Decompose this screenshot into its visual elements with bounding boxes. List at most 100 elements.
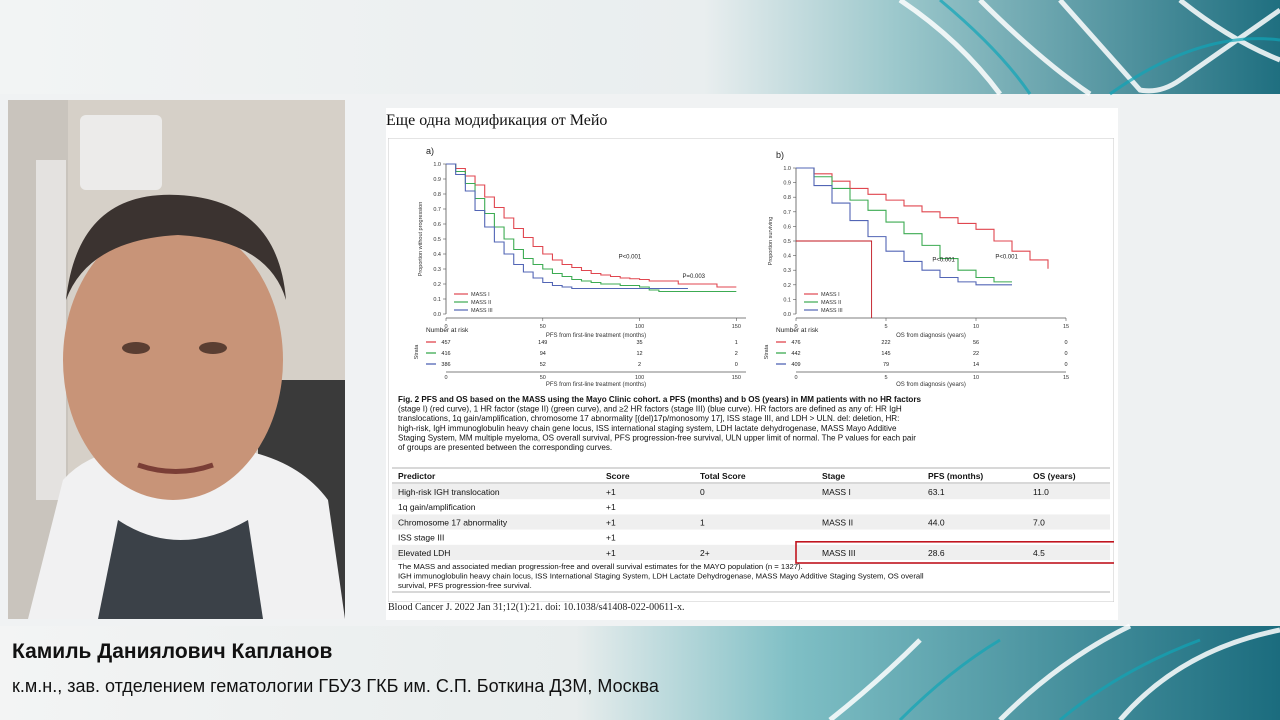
series-mass-ii — [446, 163, 737, 293]
y-tick-label: 0.1 — [433, 297, 441, 303]
y-tick-label: 0.9 — [783, 181, 791, 187]
table-cell: +1 — [606, 548, 616, 558]
risk-value: 14 — [973, 362, 979, 368]
p-value-annotation: P<0.001 — [619, 255, 642, 261]
caption-line: Fig. 2 PFS and OS based on the MASS usin… — [398, 395, 921, 404]
risk-x-tick: 0 — [794, 375, 797, 381]
caption-line: (stage I) (red curve), 1 HR factor (stag… — [398, 405, 902, 414]
series-mass-iii — [446, 163, 688, 290]
speaker-video-frame — [8, 100, 345, 619]
y-tick-label: 0.0 — [783, 312, 791, 318]
caption-line: Staging System, MM multiple myeloma, OS … — [398, 433, 916, 442]
x-tick-label: 0 — [794, 324, 797, 330]
survival-plots: a)0.00.10.20.30.40.50.60.70.80.91.00 50 10… — [418, 146, 1069, 339]
legend-label: MASS I — [821, 292, 840, 298]
km-plot-2: b) 0.0 0.1 0.2 0.3 0.4 0.5 0.6 0.7 0.8 0.9 1.0 0 5 10 1… — [768, 150, 1069, 339]
table-cell: 28.6 — [928, 548, 945, 558]
table-cell: High-risk IGH translocation — [398, 487, 500, 497]
legend-label: MASS II — [471, 300, 492, 306]
x-axis-label: OS from diagnosis (years) — [896, 333, 966, 339]
mass-table: Predictor Score Total Score Stage PFS (month… — [392, 467, 1114, 593]
risk-value: 56 — [973, 340, 979, 346]
caption-line: translocations, 1q gain/amplification, c… — [398, 414, 899, 423]
risk-value: 1 — [735, 340, 738, 346]
table-cell: 2+ — [700, 548, 710, 558]
table-header: PFS (months) — [928, 471, 983, 481]
table-cell: 44.0 — [928, 517, 945, 527]
table-cell: 4.5 — [1033, 548, 1045, 558]
table-header: Predictor — [398, 471, 436, 481]
highlight-box — [795, 540, 1114, 564]
table-cell: 0 — [700, 487, 705, 497]
y-tick-label: 1.0 — [783, 166, 791, 172]
table-cell: 1 — [700, 517, 705, 527]
risk-value: 442 — [791, 351, 800, 357]
risk-x-tick: 15 — [1063, 375, 1069, 381]
table-cell: ISS stage III — [398, 533, 444, 543]
y-tick-label: 0.5 — [783, 239, 791, 245]
series-mass-i — [796, 167, 1049, 269]
risk-x-tick: 10 — [973, 375, 979, 381]
y-tick-label: 0.8 — [783, 195, 791, 201]
table-cell: 1q gain/amplification — [398, 502, 476, 512]
km-plot-1: a) 0.0 0.1 0.2 0.3 0.4 0.5 0.6 0.7 0.8 0.9 1.0 0 50 10… — [418, 146, 746, 339]
table-cell: MASS III — [822, 548, 856, 558]
risk-x-tick: 50 — [540, 375, 546, 381]
x-tick-label: 0 — [444, 324, 447, 330]
figure-caption: Fig. 2 PFS and OS based on the MASS usin… — [398, 395, 921, 452]
y-tick-label: 0.4 — [433, 252, 441, 258]
risk-x-label: OS from diagnosis (years) — [896, 382, 966, 388]
risk-value: 2 — [735, 351, 738, 357]
table-footnote: IGH immunoglobulin heavy chain locus, IS… — [398, 572, 924, 581]
risk-x-tick: 5 — [884, 375, 887, 381]
risk-value: 0 — [1064, 340, 1067, 346]
legend-label: MASS II — [821, 300, 842, 306]
risk-table-title: Number at risk — [426, 327, 469, 334]
y-axis-label: Proportion surviving — [768, 217, 774, 266]
risk-table-1: Number at risk Strata 457 149 35 1 416 94 12 2 386… — [414, 327, 746, 388]
table-cell: MASS I — [822, 487, 851, 497]
x-tick-label: 150 — [732, 324, 741, 330]
panel-label: a) — [426, 146, 434, 156]
median-reference-line — [796, 240, 873, 318]
risk-value: 0 — [1064, 351, 1067, 357]
caption-line: of groups are presented between the corr… — [398, 443, 612, 452]
table-footnote: The MASS and associated median progressi… — [398, 562, 803, 571]
y-tick-label: 0.1 — [783, 297, 791, 303]
y-tick-label: 0.7 — [783, 210, 791, 216]
table-cell: 11.0 — [1033, 487, 1049, 497]
y-tick-label: 0.2 — [433, 282, 441, 288]
table-footnote: survival, PFS progression-free survival. — [398, 581, 532, 590]
y-tick-label: 0.6 — [783, 224, 791, 230]
risk-x-tick: 100 — [635, 375, 644, 381]
table-cell: +1 — [606, 502, 616, 512]
table-header: Score — [606, 471, 630, 481]
x-tick-label: 10 — [973, 324, 979, 330]
risk-value: 222 — [881, 340, 890, 346]
risk-value: 0 — [735, 362, 738, 368]
strata-label: Strata — [764, 344, 770, 360]
risk-value: 416 — [441, 351, 450, 357]
table-header: Total Score — [700, 471, 746, 481]
risk-x-tick: 150 — [732, 375, 741, 381]
risk-value: 0 — [1064, 362, 1067, 368]
y-tick-label: 0.8 — [433, 192, 441, 198]
table-row-band — [392, 484, 1110, 500]
y-tick-label: 0.6 — [433, 222, 441, 228]
table-cell: 7.0 — [1033, 517, 1045, 527]
y-tick-label: 1.0 — [433, 162, 441, 168]
risk-value: 35 — [636, 340, 642, 346]
risk-value: 2 — [638, 362, 641, 368]
table-row-band — [392, 514, 1110, 530]
risk-value: 457 — [441, 340, 450, 346]
series-mass-iii — [796, 167, 1012, 286]
table-cell: +1 — [606, 517, 616, 527]
mass-figure: a)0.00.10.20.30.40.50.60.70.80.91.00 50 10… — [388, 138, 1114, 602]
slide: Еще одна модификация от Мейо a) 0.0 0.1 0.2… — [386, 108, 1118, 620]
table-row-band — [392, 544, 1110, 560]
risk-value: 476 — [791, 340, 800, 346]
x-tick-label: 15 — [1063, 324, 1069, 330]
speaker-video — [8, 100, 345, 619]
p-value-annotation: P<0.001 — [932, 257, 955, 263]
table-cell: +1 — [606, 533, 616, 543]
